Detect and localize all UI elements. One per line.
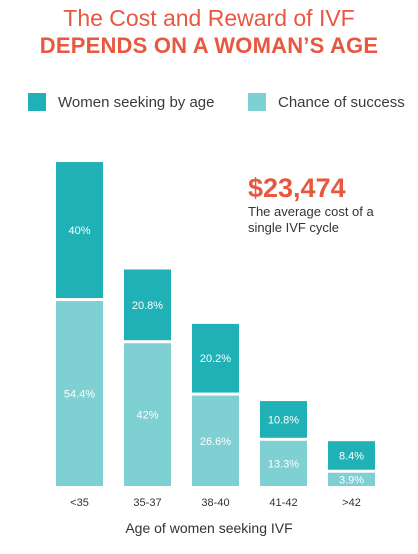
chart-subtitle: DEPENDS ON A WOMAN’S AGE — [39, 33, 379, 58]
bar-seeking-0 — [56, 162, 103, 299]
bar-label-seeking-0: 40% — [68, 225, 90, 237]
x-tick-label-1: 35-37 — [133, 497, 161, 509]
bar-seeking-4 — [328, 441, 375, 470]
bar-success-3 — [260, 440, 307, 486]
bar-label-seeking-3: 10.8% — [268, 414, 299, 426]
bar-success-2 — [192, 395, 239, 486]
bar-success-4 — [328, 472, 375, 486]
bar-seeking-2 — [192, 323, 239, 393]
bar-label-success-1: 42% — [136, 410, 158, 422]
legend-swatch-seeking — [28, 93, 46, 111]
bar-seeking-3 — [260, 401, 307, 438]
bar-seeking-1 — [124, 269, 171, 341]
legend-swatch-success — [248, 93, 266, 111]
legend-item-success: Chance of success — [248, 92, 405, 112]
bar-label-success-4: 3.9% — [339, 474, 364, 486]
cost-amount: $23,474 — [248, 173, 346, 203]
bar-label-success-0: 54.4% — [64, 389, 95, 401]
chart-title: The Cost and Reward of IVF — [63, 5, 355, 31]
bar-success-0 — [56, 301, 103, 486]
x-tick-label-3: 41-42 — [269, 497, 297, 509]
bar-label-seeking-1: 20.8% — [132, 300, 163, 312]
legend-label-seeking: Women seeking by age — [58, 93, 215, 111]
bar-label-success-3: 13.3% — [268, 458, 299, 470]
x-tick-label-0: <35 — [70, 497, 89, 509]
x-axis-label: Age of women seeking IVF — [125, 520, 293, 536]
cost-callout: $23,474 The average cost of a single IVF… — [248, 174, 388, 236]
legend-label-success: Chance of success — [278, 93, 405, 111]
legend-item-seeking: Women seeking by age — [28, 92, 214, 112]
x-tick-label-4: >42 — [342, 497, 361, 509]
bar-label-seeking-2: 20.2% — [200, 353, 231, 365]
cost-description: The average cost of a single IVF cycle — [248, 204, 374, 235]
bar-label-seeking-4: 8.4% — [339, 450, 364, 462]
bar-success-1 — [124, 343, 171, 486]
x-tick-label-2: 38-40 — [201, 497, 229, 509]
bar-label-success-2: 26.6% — [200, 436, 231, 448]
